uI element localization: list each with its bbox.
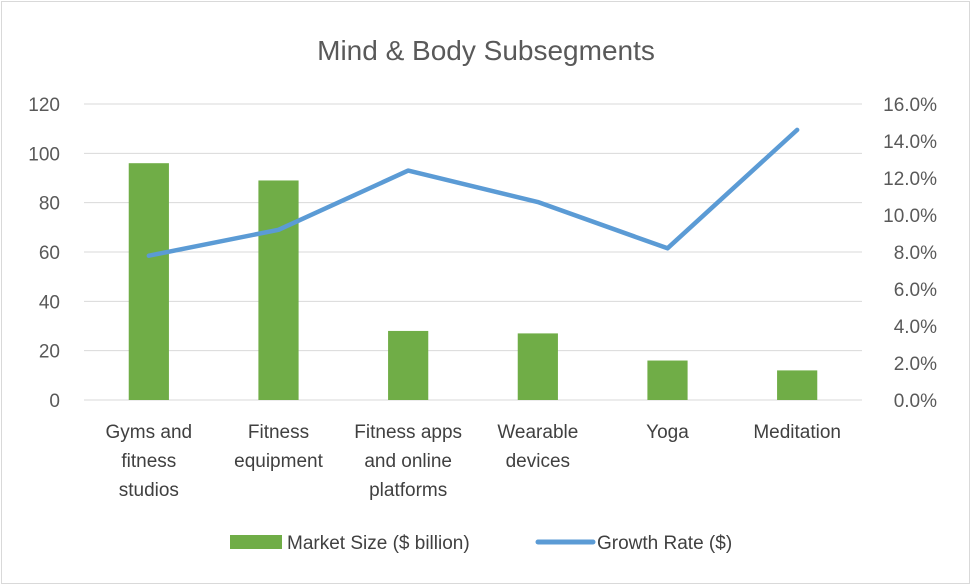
legend-market-size-label: Market Size ($ billion) bbox=[287, 533, 470, 554]
y-right-tick-label: 10.0% bbox=[883, 206, 937, 227]
y-right-tick-label: 14.0% bbox=[883, 132, 937, 153]
y-right-tick-label: 0.0% bbox=[894, 391, 937, 412]
y-left-tick-label: 120 bbox=[28, 95, 60, 116]
y-left-tick-label: 60 bbox=[39, 243, 60, 264]
y-right-tick-label: 8.0% bbox=[894, 243, 937, 264]
x-category-label: Gyms and fitness studios bbox=[106, 422, 193, 501]
legend: Market Size ($ billion) Growth Rate ($) bbox=[230, 533, 732, 554]
y-right-tick-label: 2.0% bbox=[894, 354, 937, 375]
bar bbox=[128, 163, 169, 400]
line-series bbox=[146, 127, 800, 258]
y-left-tick-label: 40 bbox=[39, 292, 60, 313]
y-right-tick-label: 12.0% bbox=[883, 169, 937, 190]
growth-rate-line bbox=[146, 127, 800, 258]
gridlines bbox=[84, 103, 862, 401]
y-left-tick-label: 80 bbox=[39, 194, 60, 215]
x-category-label: Fitness equipment bbox=[234, 422, 323, 472]
bar bbox=[647, 360, 688, 400]
bar bbox=[258, 180, 299, 400]
y-axis-right: 0.0% 2.0% 4.0% 6.0% 8.0% 10.0% 12.0% 14.0% 16.0% bbox=[883, 95, 937, 412]
y-left-tick-label: 100 bbox=[28, 144, 60, 165]
bar bbox=[777, 370, 818, 400]
bar bbox=[388, 330, 429, 400]
bar-series bbox=[128, 163, 818, 400]
y-left-tick-label: 0 bbox=[49, 391, 60, 412]
chart-title: Mind & Body Subsegments bbox=[317, 35, 655, 66]
y-right-tick-label: 6.0% bbox=[894, 280, 937, 301]
x-category-label: Fitness apps and online platforms bbox=[354, 422, 462, 501]
y-left-tick-label: 20 bbox=[39, 342, 60, 363]
y-axis-left: 0 20 40 60 80 100 120 bbox=[28, 95, 60, 412]
bar bbox=[517, 333, 558, 400]
x-category-label: Meditation bbox=[753, 422, 841, 443]
x-category-label: Yoga bbox=[646, 422, 689, 443]
legend-market-size-swatch bbox=[230, 535, 282, 549]
y-right-tick-label: 4.0% bbox=[894, 317, 937, 338]
y-right-tick-label: 16.0% bbox=[883, 95, 937, 116]
legend-growth-rate-label: Growth Rate ($) bbox=[597, 533, 732, 554]
x-axis-categories: Gyms and fitness studios Fitness equipment Fi… bbox=[106, 422, 841, 501]
x-category-label: Wearable devices bbox=[497, 422, 578, 472]
